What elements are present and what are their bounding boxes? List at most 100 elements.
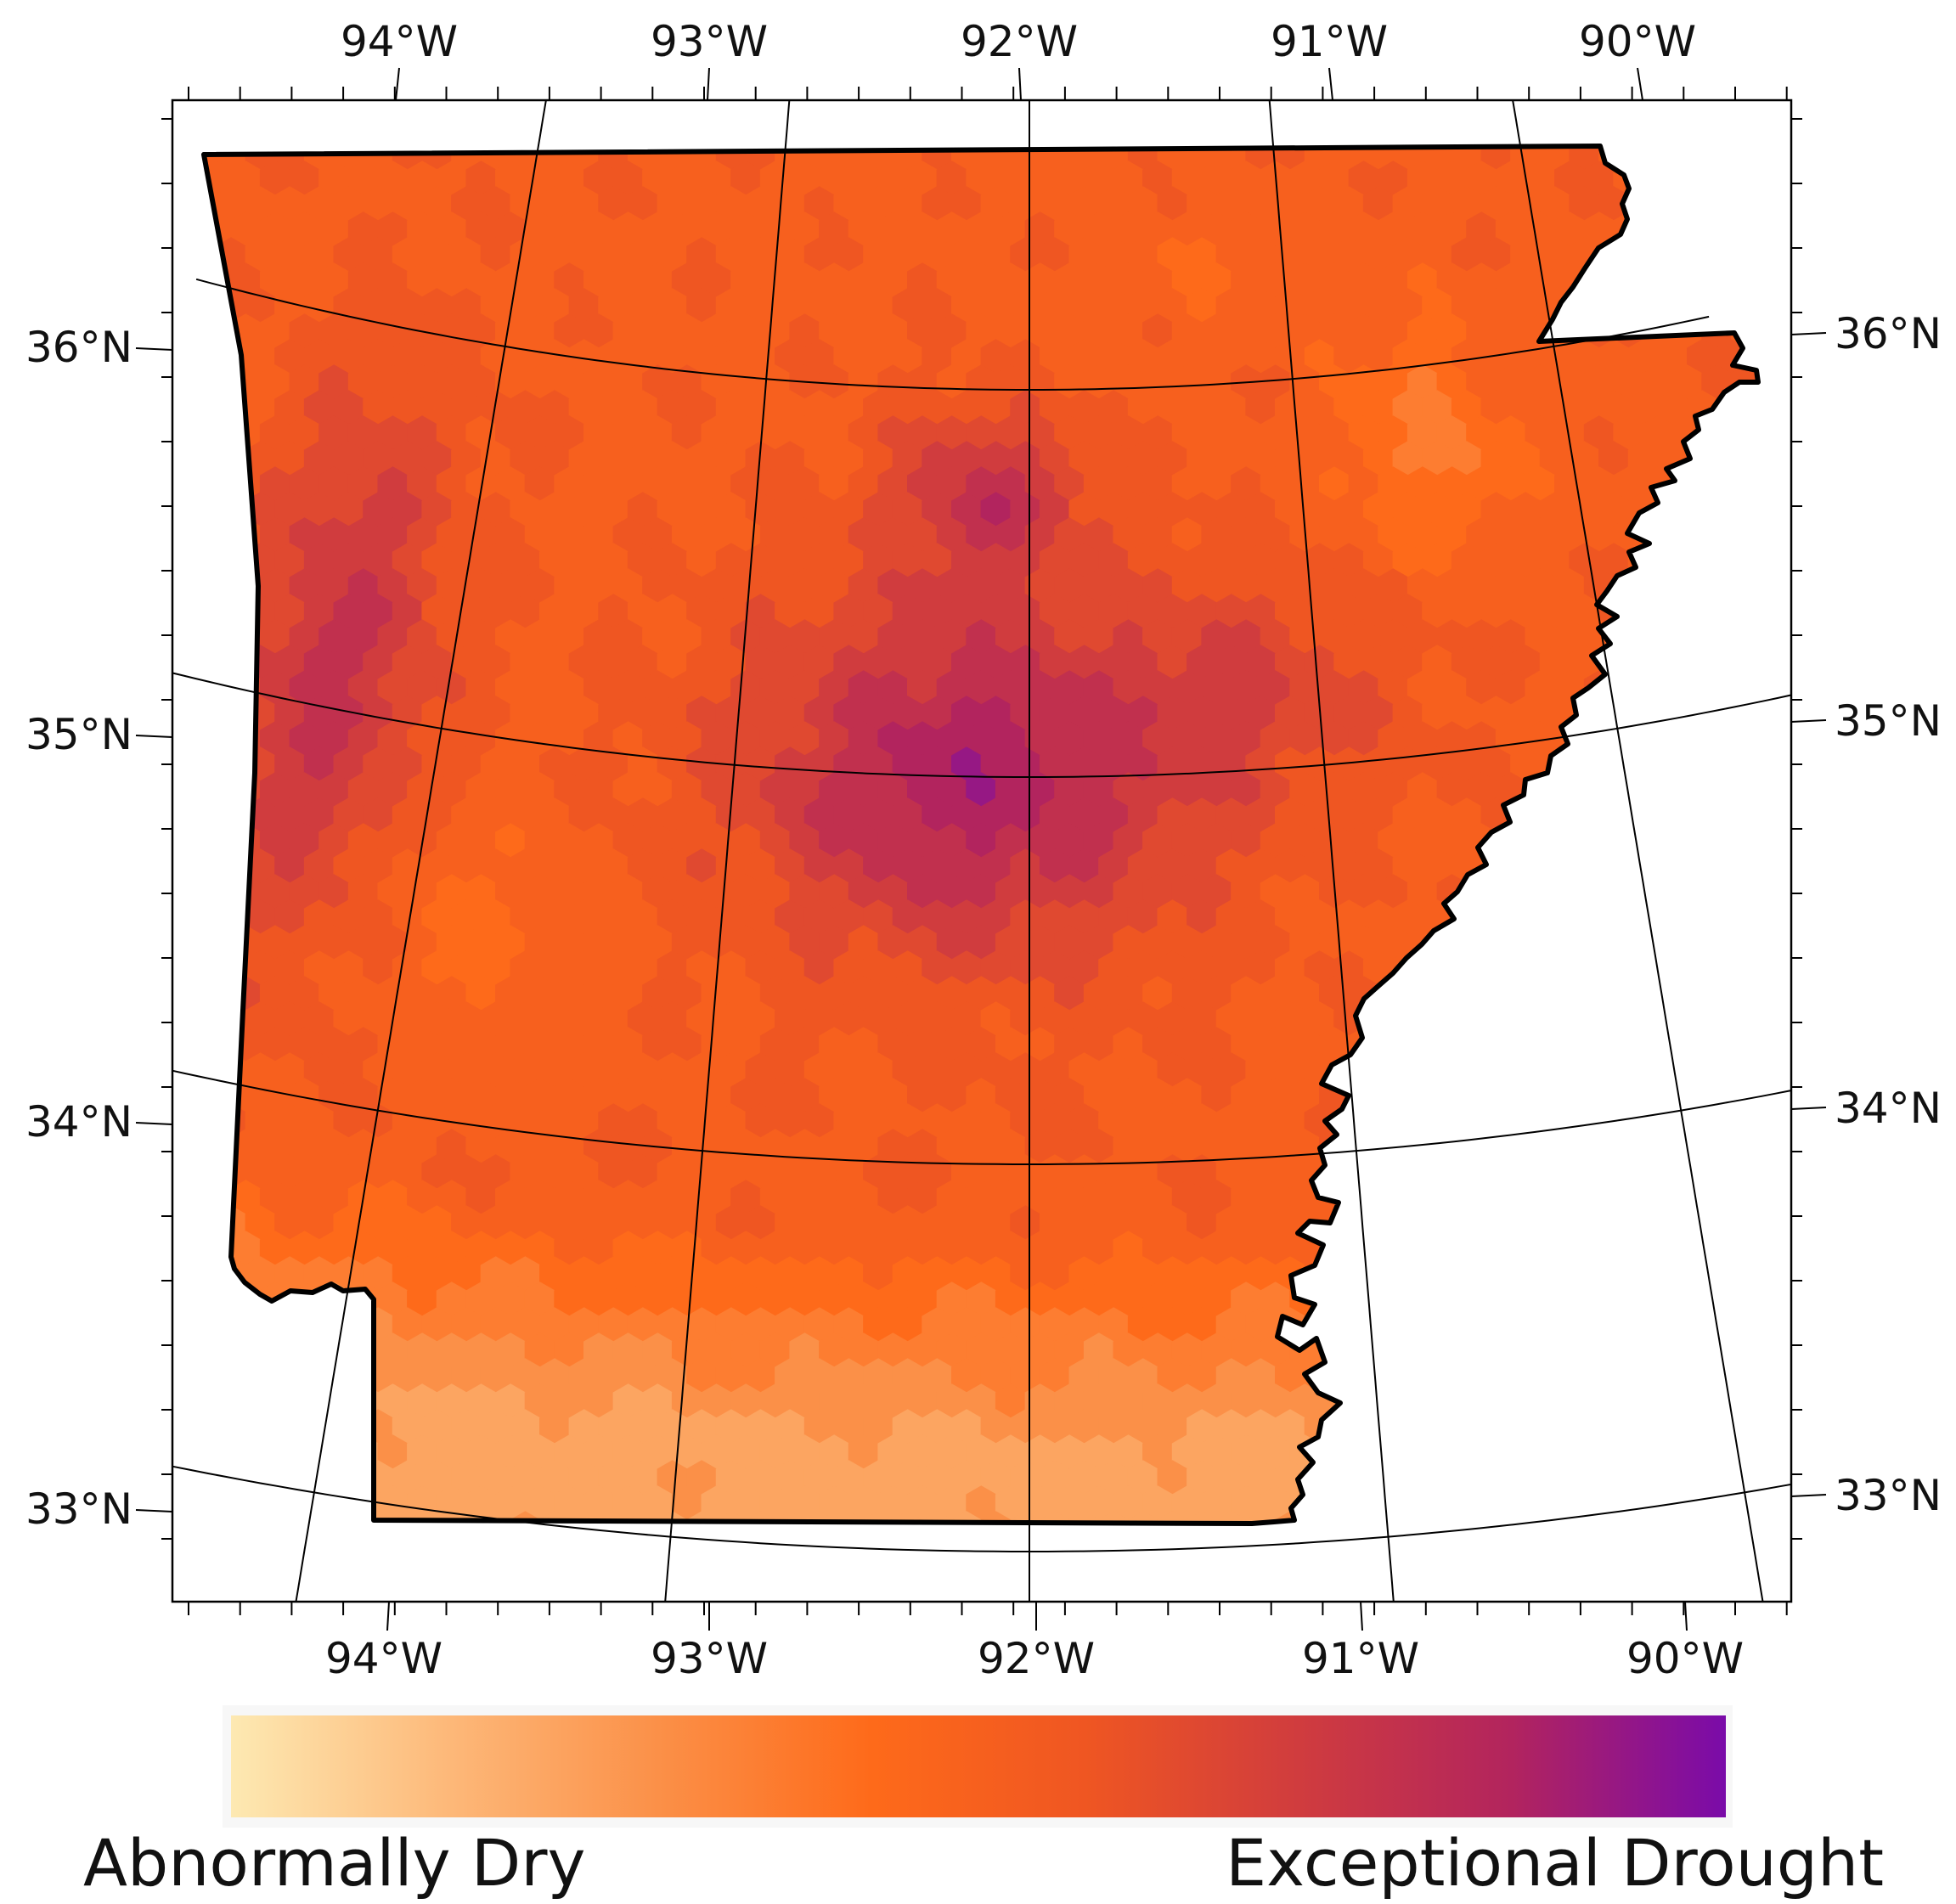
hex-cell [303, 645, 335, 680]
hex-cell [1304, 1103, 1335, 1139]
hex-cell [1260, 1282, 1291, 1317]
hex-cell [892, 1205, 923, 1241]
hex-cell [892, 950, 923, 986]
hex-cell [1245, 237, 1277, 273]
hex-cell [289, 415, 320, 451]
hex-cell [1039, 696, 1070, 731]
hex-cell [833, 1409, 865, 1445]
hex-cell [848, 976, 879, 1011]
hex-cell [1569, 339, 1600, 375]
hex-cell [1201, 925, 1232, 960]
hex-cell [657, 288, 688, 324]
hex-cell [1245, 1256, 1277, 1292]
hex-cell [730, 262, 762, 298]
hex-cell [1010, 543, 1041, 578]
hex-cell [1378, 925, 1409, 960]
hex-cell [833, 1052, 865, 1088]
hex-cell [1289, 1027, 1321, 1062]
hex-cell [1127, 1001, 1158, 1037]
hex-cell [1113, 415, 1144, 451]
hex-cell [612, 670, 644, 706]
hex-cell [377, 364, 409, 400]
hex-cell [1362, 594, 1394, 629]
hex-cell [436, 1078, 467, 1113]
hex-cell [583, 1434, 614, 1470]
hex-cell [363, 899, 394, 935]
hex-cell [1201, 1434, 1232, 1470]
hex-cell [642, 721, 674, 757]
hex-cell [1127, 186, 1158, 222]
hex-cell [495, 874, 527, 910]
hex-cell [833, 339, 865, 375]
hex-cell [436, 517, 467, 553]
hex-cell [877, 1383, 909, 1419]
hex-cell [1495, 364, 1526, 400]
hex-cell [1657, 339, 1688, 375]
hex-cell [951, 1511, 982, 1524]
hex-cell [759, 1180, 791, 1215]
hex-cell [612, 1332, 644, 1368]
hex-cell [303, 441, 335, 476]
hex-cell [407, 1180, 438, 1215]
hex-cell [642, 874, 674, 910]
hex-cell [1245, 1460, 1277, 1496]
hex-cell [568, 492, 600, 527]
hex-cell [1495, 161, 1526, 196]
hex-cell [1010, 186, 1041, 222]
hex-cell [1113, 1027, 1144, 1062]
hex-cell [715, 899, 747, 935]
graticule-extension [135, 1509, 173, 1512]
hex-cell [1362, 746, 1394, 782]
hex-cell [1245, 1409, 1277, 1445]
hex-cell [922, 1307, 953, 1343]
hex-cell [363, 186, 394, 222]
hex-cell [289, 823, 320, 859]
hex-cell [1260, 568, 1291, 604]
hex-cell [612, 1485, 644, 1521]
hex-cell [1260, 313, 1291, 349]
hex-cell [245, 1154, 276, 1190]
hex-cell [554, 161, 585, 196]
hex-cell [1231, 313, 1262, 349]
hex-cell [598, 237, 629, 273]
hex-cell [922, 899, 953, 935]
hex-cell [759, 211, 791, 247]
hex-cell [480, 1358, 511, 1394]
hex-cell [303, 1001, 335, 1037]
hex-cell [995, 1078, 1026, 1113]
hex-cell [1275, 146, 1306, 171]
hex-cell [318, 364, 350, 400]
hex-cell [539, 288, 570, 324]
hex-cell [539, 543, 570, 578]
hex-cell [1333, 186, 1365, 222]
hex-cell [759, 976, 791, 1011]
hex-cell [274, 950, 306, 986]
hex-cell [1098, 237, 1130, 273]
hex-cell [303, 543, 335, 578]
hex-cell [333, 186, 364, 222]
hex-cell [1054, 619, 1085, 655]
hex-cell [980, 1154, 1012, 1190]
hex-cell [1319, 262, 1350, 298]
hex-cell [922, 594, 953, 629]
hex-cell [1392, 696, 1423, 731]
hex-cell [730, 415, 762, 451]
hex-cell [318, 619, 350, 655]
hex-cell [730, 976, 762, 1011]
hex-cell [715, 1358, 747, 1394]
hex-cell [1525, 517, 1556, 553]
hex-cell [1275, 1154, 1306, 1190]
lon-label-bottom: 91°W [1302, 1634, 1419, 1683]
hex-cell [759, 415, 791, 451]
hex-cell [848, 874, 879, 910]
hex-cell [465, 1332, 497, 1368]
hex-cell [612, 619, 644, 655]
hex-cell [642, 415, 674, 451]
hex-cell [1054, 1231, 1085, 1266]
hex-cell [686, 797, 718, 833]
hex-cell [907, 619, 938, 655]
hex-cell [421, 950, 453, 986]
hex-cell [333, 950, 364, 986]
hex-cell [1187, 1256, 1218, 1292]
hex-cell [1098, 594, 1130, 629]
